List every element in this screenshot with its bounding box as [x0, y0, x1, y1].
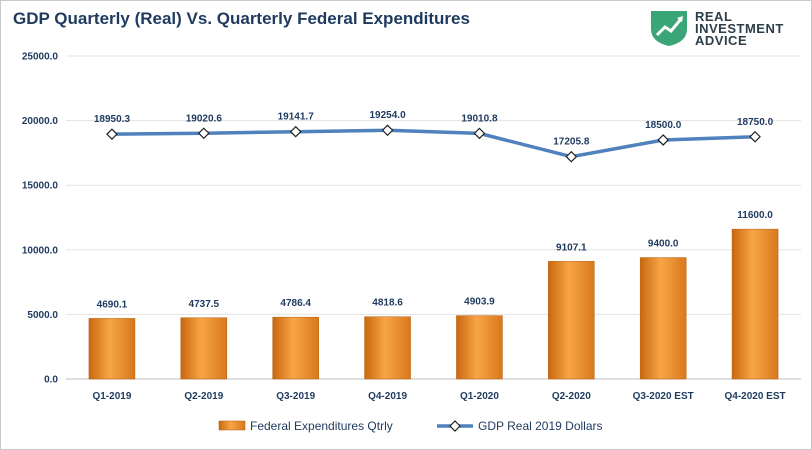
gdp-line	[111, 128, 756, 159]
legend-line-label: GDP Real 2019 Dollars	[478, 419, 603, 433]
gdp-point-marker	[749, 130, 761, 143]
gdp-point-marker	[197, 127, 210, 140]
logo-line-1: REAL	[695, 9, 733, 24]
gdp-point-marker	[381, 124, 394, 137]
x-tick-label: Q3-2020 EST	[633, 391, 694, 402]
expenditure-bar	[272, 316, 319, 380]
grid-lines	[66, 55, 801, 380]
gdp-point-marker	[565, 150, 578, 163]
gdp-point-label: 19010.8	[461, 113, 498, 124]
expenditure-bar-label: 9107.1	[556, 242, 587, 253]
y-tick-label: 10000.0	[22, 245, 59, 256]
gdp-point-label: 19254.0	[369, 110, 406, 121]
y-tick-label: 5000.0	[27, 310, 58, 321]
expenditure-bar	[180, 317, 228, 380]
expenditure-bar	[364, 316, 411, 380]
x-tick-label: Q3-2019	[276, 391, 315, 402]
legend-bar-label: Federal Expenditures Qtrly	[250, 419, 393, 433]
gdp-point-label: 18950.3	[94, 114, 131, 125]
expenditure-bar-label: 4786.4	[280, 298, 311, 309]
expenditure-bar	[731, 228, 779, 380]
expenditure-bar	[548, 261, 595, 380]
x-tick-label: Q4-2019	[368, 391, 407, 402]
logo-line-2: INVESTMENT	[695, 21, 784, 36]
expenditure-bar-label: 4903.9	[464, 297, 495, 308]
x-tick-label: Q4-2020 EST	[724, 391, 785, 402]
gdp-point-marker	[106, 128, 118, 141]
x-tick-label: Q1-2020	[460, 391, 499, 402]
expenditure-bar	[88, 318, 136, 380]
gdp-point-label: 17205.8	[553, 137, 590, 148]
expenditure-bar-label: 9400.0	[648, 239, 679, 250]
chart-title: GDP Quarterly (Real) Vs. Quarterly Feder…	[13, 9, 470, 28]
expenditure-bar-label: 4690.1	[97, 299, 128, 310]
expenditure-bar-label: 11600.0	[737, 210, 773, 221]
line-series	[106, 124, 761, 163]
x-tick-label: Q2-2020	[552, 391, 591, 402]
y-tick-label: 0.0	[44, 375, 58, 386]
gdp-point-marker	[657, 134, 670, 146]
line-data-labels: 18950.3 19020.6 19141.7 19254.0 19010.8 17205…	[94, 110, 774, 147]
x-tick-label: Q2-2019	[184, 391, 223, 402]
x-axis-tick-labels: Q1-2019 Q2-2019 Q3-2019 Q4-2019 Q1-2020 Q2-20…	[92, 391, 785, 402]
gdp-point-label: 18750.0	[737, 117, 774, 128]
bar-series	[88, 228, 779, 380]
y-tick-label: 25000.0	[22, 52, 59, 63]
brand-logo: REAL INVESTMENT ADVICE	[649, 9, 809, 47]
gdp-point-marker	[289, 125, 302, 138]
gdp-point-marker	[473, 127, 486, 140]
gdp-point-label: 18500.0	[645, 120, 682, 131]
x-tick-label: Q1-2019	[92, 391, 131, 402]
y-tick-label: 20000.0	[22, 116, 59, 127]
legend: Federal Expenditures Qtrly GDP Real 2019 …	[218, 419, 603, 433]
gdp-point-label: 19020.6	[186, 113, 223, 124]
legend-bar-swatch	[218, 420, 246, 431]
logo-line-3: ADVICE	[695, 33, 748, 48]
shield-logo-icon	[651, 11, 687, 46]
gdp-point-label: 19141.7	[278, 112, 315, 123]
expenditure-bar	[639, 257, 687, 380]
expenditure-bar-label: 4818.6	[372, 298, 403, 309]
expenditure-bar-label: 4737.5	[189, 299, 220, 310]
expenditure-bar	[456, 315, 503, 380]
bar-data-labels: 4690.1 4737.5 4786.4 4818.6 4903.9 9107.1 9400…	[97, 210, 774, 310]
y-tick-label: 15000.0	[22, 181, 59, 192]
y-axis-tick-labels: 0.0 5000.0 10000.0 15000.0 20000.0 25000.0	[22, 52, 59, 386]
legend-line-marker	[449, 420, 461, 432]
